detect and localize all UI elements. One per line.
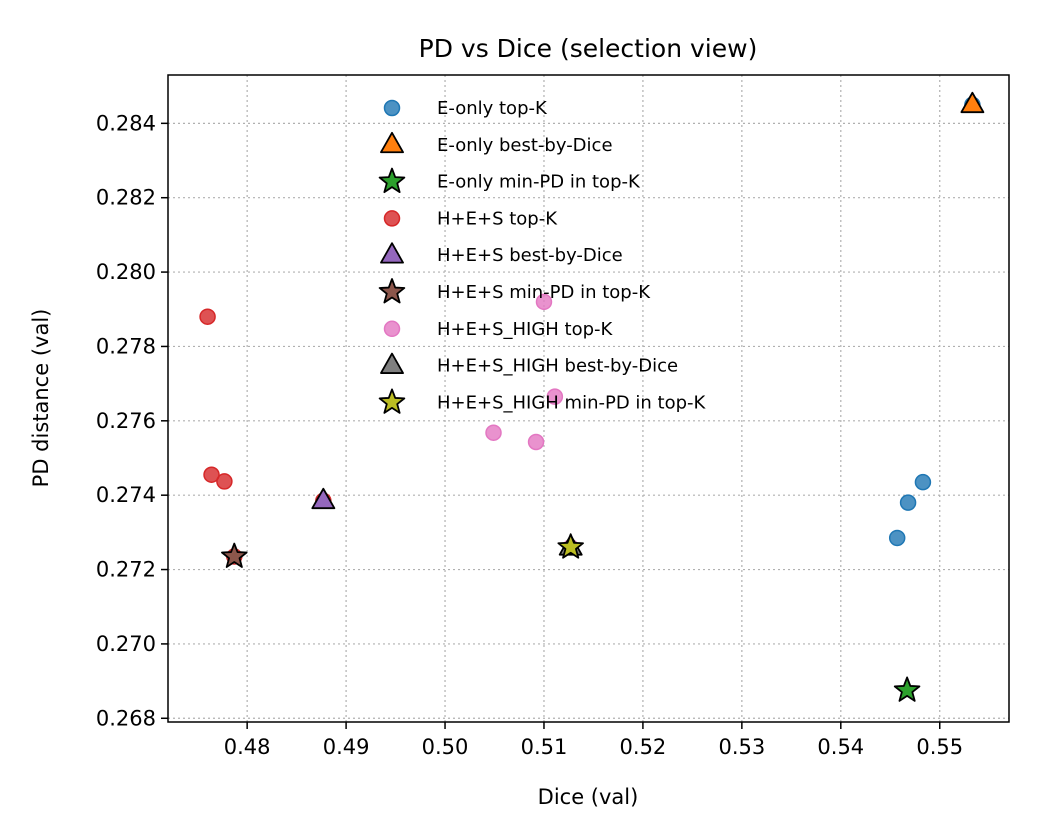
legend: E-only top-K E-only best-by-Dice E-only mi…	[378, 98, 707, 414]
y-tick-label: 0.274	[96, 483, 156, 507]
x-tick-label: 0.54	[817, 735, 864, 759]
legend-entry-label: E-only best-by-Dice	[437, 135, 613, 156]
legend-circle-marker	[383, 210, 401, 227]
x-tick-label: 0.55	[916, 735, 963, 759]
y-tick-label: 0.284	[96, 111, 156, 135]
y-tick-label: 0.272	[96, 558, 156, 582]
legend-entry-label: E-only top-K	[437, 98, 548, 119]
x-tick-label: 0.51	[521, 735, 568, 759]
grid-lines	[168, 75, 1009, 722]
circle-point	[203, 466, 220, 483]
y-axis-label: PD distance (val)	[29, 309, 53, 488]
star-point	[893, 676, 921, 702]
legend-triangle-marker	[380, 131, 404, 154]
circle-point	[888, 529, 906, 547]
circle-point	[535, 293, 553, 311]
plot-area-frame	[167, 74, 1010, 723]
y-tick-label: 0.268	[96, 706, 156, 730]
x-tick-label: 0.48	[224, 735, 271, 759]
legend-entry-label: H+E+S_HIGH best-by-Dice	[437, 356, 678, 377]
chart-title: PD vs Dice (selection view)	[419, 34, 758, 63]
circle-point	[485, 424, 502, 441]
legend-triangle-marker	[380, 242, 404, 264]
legend-entry-label: H+E+S best-by-Dice	[437, 245, 623, 266]
x-tick-label: 0.49	[323, 735, 370, 759]
circle-point	[914, 473, 932, 491]
x-tick-label: 0.50	[422, 735, 469, 759]
triangle-point	[960, 91, 985, 114]
y-tick-label: 0.278	[96, 334, 156, 358]
legend-triangle-marker	[380, 352, 404, 374]
y-tick-label: 0.276	[96, 409, 156, 433]
triangle-point	[311, 487, 336, 510]
circle-point	[527, 433, 545, 451]
legend-entry-label: H+E+S_HIGH top-K	[437, 319, 614, 340]
circle-point	[899, 494, 917, 511]
legend-star-marker	[378, 388, 406, 414]
circle-point	[199, 308, 216, 325]
x-tick-label: 0.53	[718, 735, 765, 759]
star-point	[221, 542, 248, 568]
legend-circle-marker	[383, 320, 401, 338]
legend-entry-label: H+E+S top-K	[437, 208, 558, 229]
axis-ticks: 0.48 0.49 0.50 0.51 0.52 0.53 0.54 0.55 0.268 0.2…	[96, 111, 963, 759]
legend-star-marker	[378, 167, 406, 194]
legend-star-marker	[378, 278, 406, 304]
legend-entry-label: E-only min-PD in top-K	[437, 172, 641, 193]
legend-entry-label: H+E+S_HIGH min-PD in top-K	[437, 392, 707, 413]
x-axis-label: Dice (val)	[538, 785, 639, 809]
star-point	[557, 533, 584, 559]
data-points	[199, 91, 985, 702]
y-tick-label: 0.282	[96, 186, 156, 210]
x-tick-label: 0.52	[620, 735, 667, 759]
circle-point	[216, 473, 233, 490]
legend-circle-marker	[383, 99, 401, 117]
legend-entry-label: H+E+S min-PD in top-K	[437, 282, 651, 303]
circle-point	[546, 388, 564, 405]
y-tick-label: 0.270	[96, 632, 156, 656]
y-tick-label: 0.280	[96, 260, 156, 284]
